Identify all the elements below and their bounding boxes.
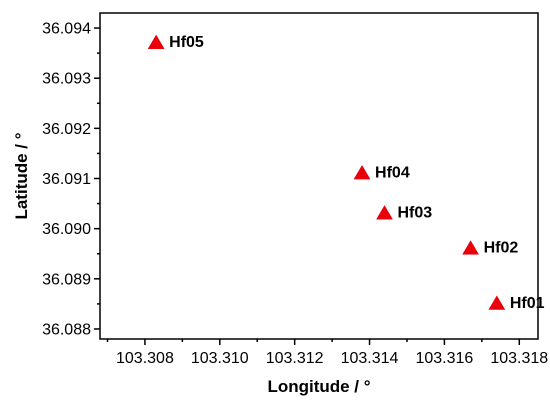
data-point-marker (353, 164, 371, 180)
y-axis-ticks: 36.088 36.089 36.090 36.091 36.092 36.093 36.0… (42, 21, 100, 338)
data-point-label: Hf03 (398, 205, 433, 222)
x-tick-label: 103.310 (191, 350, 249, 367)
data-point-marker (376, 205, 393, 220)
x-tick-label: 103.316 (415, 350, 473, 367)
y-tick-label: 36.090 (42, 221, 91, 238)
data-points: Hf05 Hf04 Hf03 Hf02 Hf01 (147, 34, 545, 312)
data-point-label: Hf01 (510, 295, 545, 312)
data-point-label: Hf05 (169, 34, 204, 51)
data-point-label: Hf04 (375, 164, 410, 181)
data-point-marker (488, 295, 506, 310)
x-axis-title: Longitude / ° (267, 377, 370, 396)
y-tick-label: 36.091 (42, 171, 91, 188)
y-tick-label: 36.092 (42, 121, 91, 138)
x-tick-label: 103.318 (490, 350, 548, 367)
data-point-marker (147, 34, 165, 49)
x-tick-label: 103.308 (116, 350, 174, 367)
x-tick-label: 103.314 (341, 350, 399, 367)
data-point-marker (462, 240, 480, 255)
x-tick-label: 103.312 (266, 350, 324, 367)
plot-frame (99, 12, 539, 340)
data-point-label: Hf02 (484, 240, 519, 257)
x-axis-ticks: 103.308 103.310 103.312 103.314 103.316 103.3… (106, 339, 548, 367)
y-tick-label: 36.089 (42, 271, 91, 288)
y-tick-label: 36.093 (42, 71, 91, 88)
y-axis-title: Latitude / ° (12, 132, 31, 219)
y-tick-label: 36.088 (42, 321, 91, 338)
y-tick-label: 36.094 (42, 21, 91, 38)
